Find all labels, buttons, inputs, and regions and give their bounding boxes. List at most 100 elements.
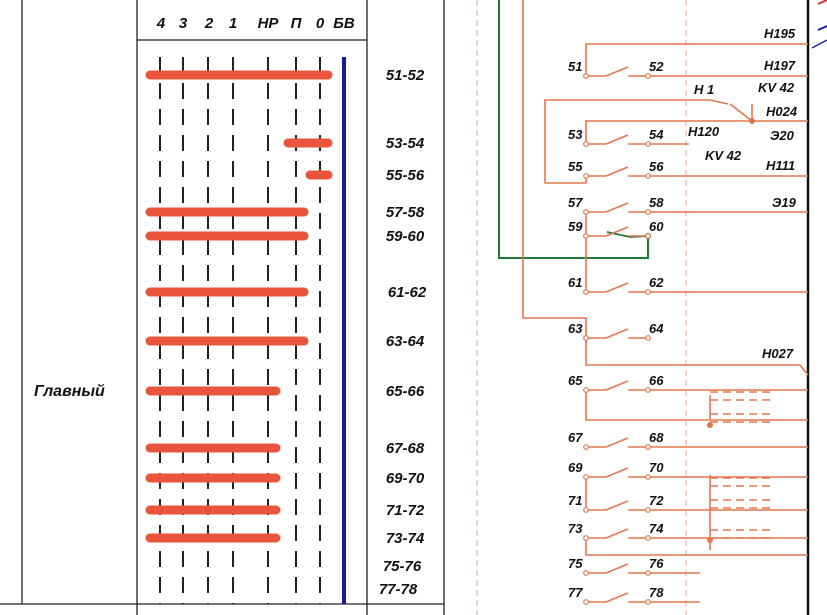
contact-terminal-left-12	[583, 570, 589, 576]
contact-blade-11	[605, 528, 629, 539]
contact-terminal-right-4	[645, 233, 651, 239]
contact-pair-label-71-72: 71-72	[386, 502, 425, 519]
contact-terminal-left-3	[583, 209, 589, 215]
contact-terminal-left-10	[583, 507, 589, 513]
contact-number-55: 55	[568, 159, 583, 174]
contact-number-73: 73	[568, 521, 583, 536]
contact-terminal-right-13	[645, 599, 651, 605]
contact-number-63: 63	[568, 321, 583, 336]
contact-terminal-right-2	[645, 173, 651, 179]
contact-number-68: 68	[649, 430, 664, 445]
contact-number-75: 75	[568, 556, 583, 571]
contact-pair-label-59-60: 59-60	[386, 228, 425, 245]
position-label-3: 1	[229, 15, 237, 32]
contact-number-53: 53	[568, 127, 583, 142]
contact-terminal-left-9	[583, 474, 589, 480]
contact-blade-0	[605, 66, 629, 77]
contact-terminal-right-12	[645, 570, 651, 576]
contact-number-76: 76	[649, 556, 664, 571]
contact-blade-9	[605, 467, 629, 478]
contact-terminal-left-5	[583, 289, 589, 295]
contact-numbers: 51 53 55 57 59 61 63 65 67 69 71 73 75 77 52 54 56 58 60 62…	[568, 59, 664, 600]
contact-number-67: 67	[568, 430, 583, 445]
green-wire	[498, 0, 649, 259]
contact-number-69: 69	[568, 460, 583, 475]
contact-terminal-left-6	[583, 335, 589, 341]
contact-number-56: 56	[649, 159, 664, 174]
wire-labels: Н195 Н197 KV 42 Н 1 Н024 Н120 Э20 KV 42 …	[688, 26, 798, 361]
contact-number-74: 74	[649, 521, 664, 536]
wire-label-e19: Э19	[772, 195, 797, 210]
position-labels: 4 3 2 1 НР П 0 БВ	[156, 15, 355, 32]
contact-blade-7	[605, 380, 629, 391]
contact-pair-label-55-56: 55-56	[386, 167, 425, 184]
contact-terminal-right-8	[645, 444, 651, 450]
edge-mark-red	[817, 0, 827, 5]
schematic: Н195 Н197 KV 42 Н 1 Н024 Н120 Э20 KV 42 …	[476, 0, 827, 615]
contact-terminal-right-0	[645, 73, 651, 79]
contact-blade-4	[605, 226, 629, 237]
contact-terminal-right-10	[645, 507, 651, 513]
contact-number-51: 51	[568, 59, 582, 74]
contact-terminal-left-13	[583, 599, 589, 605]
contact-terminal-left-4	[583, 233, 589, 239]
wire-label-kv42-top: KV 42	[758, 80, 795, 95]
wire-label-h197: Н197	[764, 58, 796, 73]
wire-label-h111: Н111	[766, 158, 795, 173]
contact-number-60: 60	[649, 219, 664, 234]
contact-terminal-left-11	[583, 535, 589, 541]
contact-number-64: 64	[649, 321, 664, 336]
contact-pair-label-63-64: 63-64	[386, 333, 425, 350]
contact-pair-label-67-68: 67-68	[386, 440, 425, 457]
contact-number-61: 61	[568, 275, 582, 290]
contact-terminal-left-1	[583, 141, 589, 147]
closure-table-frame	[0, 0, 445, 615]
contact-terminal-right-9	[645, 474, 651, 480]
contact-number-71: 71	[568, 493, 582, 508]
contacts	[583, 66, 651, 605]
wire-label-h120: Н120	[688, 124, 720, 139]
contact-pair-label-53-54: 53-54	[386, 135, 425, 152]
wire-label-h027: Н027	[762, 346, 794, 361]
position-label-4: НР	[258, 15, 280, 32]
contact-pair-label-77-78: 77-78	[379, 581, 418, 598]
contact-number-65: 65	[568, 373, 583, 388]
contact-terminal-right-7	[645, 387, 651, 393]
edge-mark-navy	[817, 25, 827, 31]
contact-pair-labels: 51-52 53-54 55-56 57-58 59-60 61-62 63-64 65-66…	[379, 67, 427, 598]
position-label-1: 3	[179, 15, 188, 32]
contact-terminal-left-8	[583, 444, 589, 450]
position-label-5: П	[291, 15, 303, 32]
contact-number-52: 52	[649, 59, 664, 74]
contact-blade-12	[605, 563, 629, 574]
position-label-6: 0	[316, 15, 325, 32]
contact-blade-10	[605, 500, 629, 511]
contact-number-70: 70	[649, 460, 664, 475]
contact-number-62: 62	[649, 275, 664, 290]
wire-label-h195: Н195	[764, 26, 796, 41]
contact-blade-2	[605, 166, 629, 177]
contact-terminal-right-6	[645, 335, 651, 341]
contact-pair-label-75-76: 75-76	[383, 558, 422, 575]
wires	[522, 0, 809, 603]
contact-blade-3	[605, 202, 629, 213]
wire-node-h024	[749, 118, 755, 124]
contact-terminal-right-1	[645, 141, 651, 147]
contact-blade-13	[605, 592, 629, 603]
contact-number-57: 57	[568, 195, 583, 210]
contact-terminal-left-2	[583, 173, 589, 179]
edge-mark-navy-2	[811, 39, 827, 49]
mechanical-links	[710, 391, 770, 539]
wire-label-h024: Н024	[766, 104, 798, 119]
mode-label: Главный	[34, 383, 105, 400]
contact-blade-6	[605, 328, 629, 339]
contact-pair-label-51-52: 51-52	[386, 67, 425, 84]
contact-terminal-right-5	[645, 289, 651, 295]
contact-number-54: 54	[649, 127, 664, 142]
contact-pair-label-57-58: 57-58	[386, 204, 425, 221]
contact-number-72: 72	[649, 493, 664, 508]
contact-terminal-left-0	[583, 73, 589, 79]
contact-pair-label-73-74: 73-74	[386, 530, 425, 547]
contact-number-59: 59	[568, 219, 583, 234]
